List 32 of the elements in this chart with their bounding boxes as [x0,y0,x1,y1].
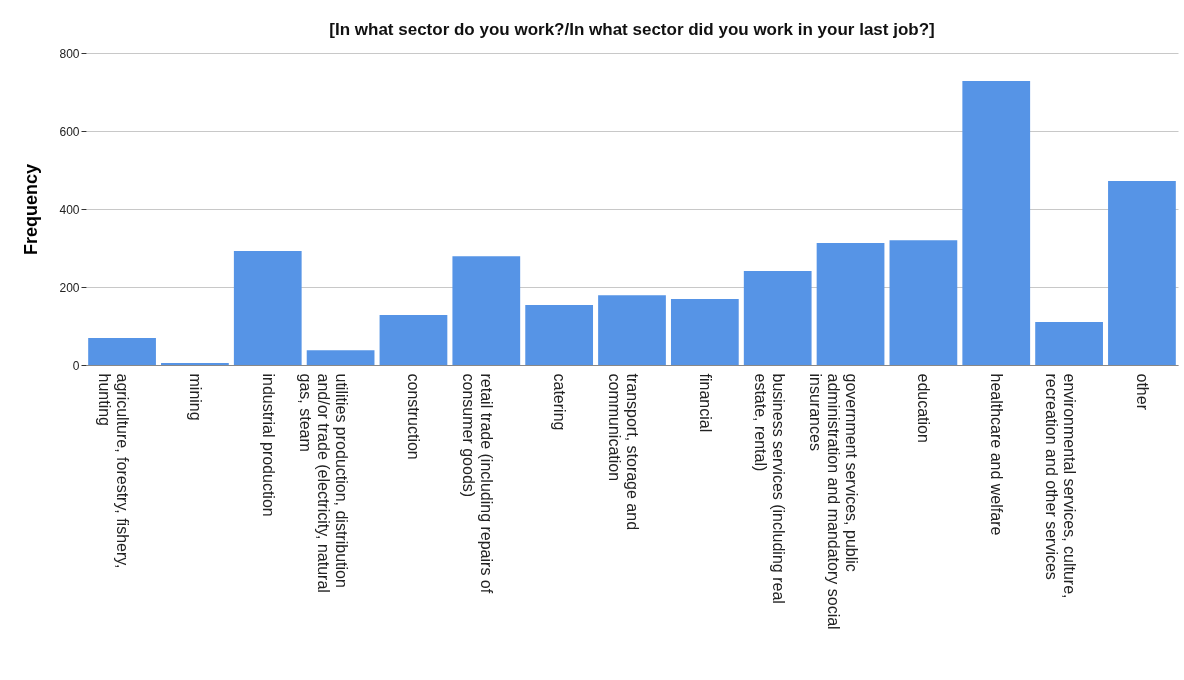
bar [670,299,739,365]
bar [598,295,666,365]
y-tick-label: 200 [59,280,80,295]
x-tick-label: construction [405,373,423,460]
x-tick-label: business services (including real estate, rental) [751,373,787,604]
x-tick-label: agriculture, forestry, fishery, hunting [96,373,132,569]
y-tick-label: 0 [72,358,80,373]
y-tick-label: 600 [59,124,80,139]
x-tick-label: healthcare and welfare [988,373,1006,536]
bar [525,304,594,365]
bar [743,271,812,365]
bar [306,350,375,365]
bar [233,251,302,365]
x-tick-label: mining [186,373,204,421]
bar [816,242,885,365]
bar [1035,322,1103,365]
x-tick-label: other [1133,373,1151,411]
bar [452,256,521,365]
x-tick-label: financial [696,373,714,433]
x-tick-label: education [915,373,933,443]
bar [889,240,958,365]
bar [88,338,156,365]
y-axis-title: Frequency [21,163,42,256]
bar [962,81,1031,365]
bar [1108,180,1176,365]
y-tick-label: 400 [59,202,80,217]
x-tick-label: retail trade (including repairs of consumer goods) [460,373,496,594]
y-tick-label: 800 [59,46,80,61]
x-tick-label: industrial production [259,373,277,517]
x-tick-label: catering [551,373,569,431]
chart-title: [In what sector do you work?/In what sector did you work in your last job?] [329,20,935,39]
bar [379,315,448,365]
